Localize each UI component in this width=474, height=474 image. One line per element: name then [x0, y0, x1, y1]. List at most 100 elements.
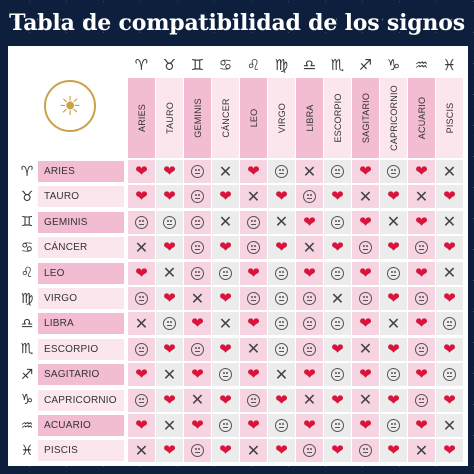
- neutral-face-icon: [247, 241, 260, 255]
- heart-icon: ❤: [163, 391, 176, 409]
- neutral-face-icon: [387, 165, 400, 178]
- compatibility-cell: [184, 261, 211, 285]
- heart-icon: ❤: [359, 366, 372, 384]
- neutral-face-icon: [135, 393, 148, 407]
- libra-symbol-icon: ♎: [20, 315, 34, 332]
- column-label-box: ESCORPIO: [324, 78, 351, 158]
- column-label-box: CÁNCER: [212, 78, 239, 158]
- compatibility-cell: ❤: [408, 414, 435, 437]
- virgo-symbol-icon: ♍: [274, 56, 289, 74]
- compatibility-cell: ❤: [128, 160, 155, 183]
- neutral-face-icon: [415, 342, 428, 356]
- compatibility-cell: ✕: [408, 185, 435, 209]
- compatibility-cell: ❤: [296, 363, 323, 387]
- cross-icon: ✕: [246, 186, 261, 206]
- neutral-face-icon: [331, 215, 344, 229]
- row-header-tauro: ♉ TAURO: [16, 185, 124, 208]
- neutral-face-icon: [219, 419, 232, 432]
- neutral-face-icon: [275, 317, 288, 331]
- compatibility-cell: ✕: [436, 160, 463, 183]
- cross-icon: ✕: [442, 212, 457, 232]
- column-label: LEO: [248, 108, 259, 128]
- neutral-face-icon: [387, 266, 400, 280]
- heart-icon: ❤: [387, 391, 400, 409]
- aries-symbol-icon: ♈: [20, 163, 34, 180]
- column-label-box: VIRGO: [268, 78, 295, 158]
- neutral-face-icon: [191, 444, 204, 458]
- compatibility-cell: [156, 210, 183, 234]
- compatibility-cell: [184, 210, 211, 234]
- compatibility-cell: [352, 236, 379, 260]
- compatibility-cell: ✕: [296, 160, 323, 183]
- column-label: ARIES: [136, 103, 147, 133]
- compatibility-cell: ✕: [156, 261, 183, 285]
- compatibility-cell: [128, 337, 155, 361]
- compatibility-cell: ❤: [436, 185, 463, 209]
- column-header-acuario: ♒ ACUARIO: [408, 54, 435, 158]
- compatibility-cell: [184, 185, 211, 209]
- escorpio-symbol-icon: ♏: [20, 341, 34, 358]
- cross-icon: ✕: [190, 390, 205, 410]
- column-label-box: TAURO: [156, 78, 183, 158]
- compatibility-cell: ❤: [268, 185, 295, 209]
- compatibility-cell: ❤: [436, 287, 463, 310]
- cross-icon: ✕: [218, 161, 233, 181]
- compatibility-cell: [436, 363, 463, 387]
- tauro-symbol-icon: ♉: [162, 56, 177, 74]
- compatibility-cell: [128, 210, 155, 234]
- compatibility-cell: ❤: [128, 414, 155, 437]
- sagitario-symbol-icon: ♐: [358, 56, 373, 74]
- compatibility-cell: [240, 388, 267, 412]
- virgo-symbol-icon: ♍: [20, 290, 34, 307]
- neutral-face-icon: [135, 342, 148, 356]
- cross-icon: ✕: [162, 364, 177, 384]
- heart-icon: ❤: [387, 239, 400, 257]
- neutral-face-icon: [275, 165, 288, 178]
- compatibility-cell: ❤: [156, 337, 183, 361]
- heart-icon: ❤: [247, 315, 260, 333]
- compatibility-cell: ❤: [408, 363, 435, 387]
- neutral-face-icon: [387, 368, 400, 382]
- compatibility-cell: [296, 337, 323, 361]
- column-label: ACUARIO: [416, 96, 427, 140]
- row-label: ESCORPIO: [38, 338, 124, 360]
- neutral-face-icon: [303, 342, 316, 356]
- neutral-face-icon: [191, 342, 204, 356]
- cross-icon: ✕: [246, 339, 261, 359]
- heart-icon: ❤: [443, 391, 456, 409]
- heart-icon: ❤: [303, 417, 316, 434]
- neutral-face-icon: [275, 419, 288, 432]
- compatibility-cell: ❤: [156, 185, 183, 209]
- neutral-face-icon: [331, 317, 344, 331]
- compatibility-cell: [184, 236, 211, 260]
- heart-icon: ❤: [163, 290, 176, 307]
- cancer-symbol-icon: ♋: [20, 239, 34, 256]
- compatibility-cell: [408, 337, 435, 361]
- compatibility-cell: ✕: [128, 236, 155, 260]
- compatibility-cell: ✕: [240, 185, 267, 209]
- heart-icon: ❤: [135, 264, 148, 282]
- heart-icon: ❤: [359, 264, 372, 282]
- compatibility-cell: ✕: [352, 388, 379, 412]
- compatibility-cell: ❤: [324, 185, 351, 209]
- neutral-face-icon: [415, 292, 428, 305]
- compatibility-cell: ❤: [352, 414, 379, 437]
- compatibility-cell: [212, 363, 239, 387]
- row-label: LIBRA: [38, 313, 124, 335]
- compatibility-cell: [436, 312, 463, 336]
- cross-icon: ✕: [190, 288, 205, 308]
- capricornio-symbol-icon: ♑: [20, 392, 34, 409]
- row-header-acuario: ♒ ACUARIO: [16, 414, 124, 437]
- heart-icon: ❤: [219, 188, 232, 206]
- heart-icon: ❤: [331, 239, 344, 257]
- column-label-box: CAPRICORNIO: [380, 78, 407, 158]
- compatibility-cell: [240, 236, 267, 260]
- compatibility-cell: [352, 287, 379, 310]
- compatibility-cell: [324, 414, 351, 437]
- column-label: GEMINIS: [192, 98, 203, 138]
- cross-icon: ✕: [414, 440, 429, 460]
- cross-icon: ✕: [386, 212, 401, 232]
- libra-symbol-icon: ♎: [302, 56, 317, 74]
- cross-icon: ✕: [302, 161, 317, 181]
- heart-icon: ❤: [303, 264, 316, 282]
